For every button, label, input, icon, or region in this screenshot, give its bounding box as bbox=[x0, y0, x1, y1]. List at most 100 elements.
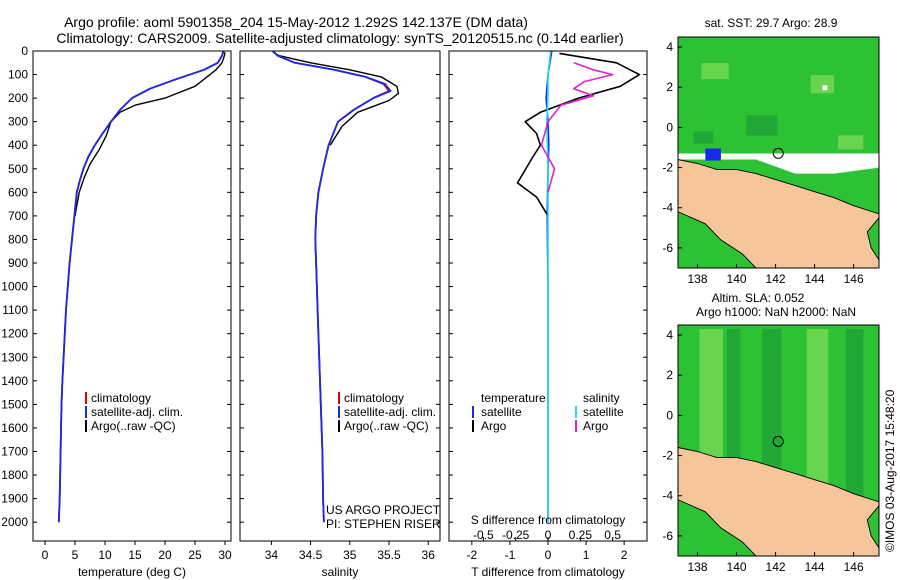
temperature-ytick-label: 600 bbox=[8, 185, 28, 199]
temperature-xlabel: temperature (deg C) bbox=[78, 565, 186, 579]
temperature-ytick-label: 0 bbox=[21, 44, 28, 58]
temperature-xtick-label: 5 bbox=[72, 548, 79, 562]
sst-map-ytick-label: -6 bbox=[662, 241, 673, 255]
sst-map-xtick-label: 142 bbox=[766, 272, 786, 286]
sla-map-xtick-label: 142 bbox=[766, 560, 786, 574]
temperature-ytick-label: 1800 bbox=[1, 468, 28, 482]
sst-map-texture-patch bbox=[838, 135, 864, 150]
temperature-panel: 0100200300400500600700800900100011001200… bbox=[1, 44, 232, 579]
difference-legend-t-argo: Argo bbox=[481, 419, 507, 433]
sla-map-ytick-label: 0 bbox=[666, 408, 673, 422]
temperature-xtick-label: 30 bbox=[218, 548, 232, 562]
temperature-ytick-label: 500 bbox=[8, 162, 28, 176]
sla-map-ytick-label: -6 bbox=[662, 529, 673, 543]
temperature-frame bbox=[32, 50, 232, 542]
sla-map-title: Altim. SLA: 0.052 bbox=[712, 291, 805, 305]
salinity-legend-climatology: climatology bbox=[344, 391, 404, 405]
difference-xtick-top-label: 0.5 bbox=[604, 528, 621, 542]
sla-map-subtitle: Argo h1000: NaN h2000: NaN bbox=[696, 305, 856, 319]
difference-plot-area bbox=[516, 50, 641, 523]
difference-legend-salinity-header: salinity bbox=[583, 391, 620, 405]
difference-xtick-label: 1 bbox=[583, 548, 590, 562]
temperature-ytick-label: 1000 bbox=[1, 280, 28, 294]
sla-map-ytick-label: 2 bbox=[666, 368, 673, 382]
salinity-xtick-label: 34 bbox=[265, 548, 279, 562]
sst-map-cold-patch bbox=[705, 148, 721, 161]
salinity-series-climatology bbox=[272, 50, 390, 523]
temperature-ytick-label: 1500 bbox=[1, 397, 28, 411]
temperature-xtick-label: 0 bbox=[42, 548, 49, 562]
temperature-xtick-label: 20 bbox=[158, 548, 172, 562]
difference-panel: -2 -1 0 1 2 -0.5 -0.25 0 0.25 0.5 temperature sal… bbox=[448, 50, 648, 579]
temperature-series-argo-raw-qc- bbox=[74, 52, 226, 217]
project-credit: US ARGO PROJECT bbox=[326, 503, 441, 517]
difference-xlabel-top: S difference from climatology bbox=[471, 513, 626, 527]
salinity-xlabel: salinity bbox=[322, 565, 359, 579]
difference-xtick-label: 0 bbox=[545, 548, 552, 562]
sla-map-axes: 138 140 142 144 146 4 2 0 -2 -4 -6 bbox=[662, 328, 864, 574]
difference-xtick-label: -1 bbox=[505, 548, 516, 562]
salinity-panel: 34 34.5 35 35.5 36 climatology satellite-adj… bbox=[239, 50, 441, 579]
temperature-axes: 0100200300400500600700800900100011001200… bbox=[1, 44, 232, 562]
difference-xtick-top-label: -0.25 bbox=[502, 528, 530, 542]
sla-map-panel: Altim. SLA: 0.052 Argo h1000: NaN h2000:… bbox=[662, 291, 880, 574]
sst-map-ytick-label: -4 bbox=[662, 201, 673, 215]
sst-map-texture-patch bbox=[746, 115, 778, 136]
sst-map-xtick-label: 138 bbox=[687, 272, 707, 286]
difference-legend-s-satellite: satellite bbox=[583, 405, 624, 419]
salinity-legend: climatology satellite-adj. clim. Argo(..… bbox=[338, 391, 436, 433]
temperature-ytick-label: 1600 bbox=[1, 421, 28, 435]
temperature-ytick-label: 2000 bbox=[1, 515, 28, 529]
temperature-series-satellite-adj-clim- bbox=[57, 50, 225, 523]
difference-xtick-top-label: 0.25 bbox=[569, 528, 593, 542]
difference-xtick-label: -2 bbox=[467, 548, 478, 562]
sla-map-xtick-label: 146 bbox=[844, 560, 864, 574]
salinity-frame bbox=[239, 50, 441, 542]
sla-map-xtick-label: 140 bbox=[727, 560, 747, 574]
difference-series-s-argo bbox=[540, 62, 614, 193]
sst-map-xtick-label: 146 bbox=[844, 272, 864, 286]
sst-map-panel: sat. SST: 29.7 Argo: 28.9 138 140 142 144 14… bbox=[662, 16, 880, 286]
sla-map-area bbox=[677, 325, 880, 557]
sla-map-frame bbox=[677, 324, 880, 557]
imos-timestamp: ©IMOS 03-Aug-2017 15:48:20 bbox=[883, 389, 897, 552]
temperature-ytick-label: 300 bbox=[8, 115, 28, 129]
sst-map-masked-pixel bbox=[822, 85, 828, 91]
difference-series-s-satellite bbox=[545, 50, 552, 523]
temperature-series-climatology bbox=[57, 50, 225, 523]
difference-series-t-argo bbox=[516, 52, 641, 217]
salinity-legend-argo: Argo(..raw -QC) bbox=[344, 419, 429, 433]
difference-xlabel: T difference from climatology bbox=[471, 565, 625, 579]
sla-map-ytick-label: -2 bbox=[662, 449, 673, 463]
temperature-ytick-label: 1300 bbox=[1, 350, 28, 364]
temperature-legend-argo: Argo(..raw -QC) bbox=[91, 419, 176, 433]
salinity-legend-satellite: satellite-adj. clim. bbox=[344, 405, 436, 419]
sla-map-float-marker bbox=[772, 435, 784, 447]
salinity-xtick-label: 36 bbox=[422, 548, 436, 562]
sst-map-texture-patch bbox=[810, 75, 835, 94]
sst-map-ytick-label: 0 bbox=[666, 120, 673, 134]
temperature-xtick-label: 15 bbox=[128, 548, 142, 562]
salinity-plot-area bbox=[272, 50, 400, 523]
sla-map-xtick-label: 144 bbox=[805, 560, 825, 574]
temperature-ytick-label: 1700 bbox=[1, 444, 28, 458]
salinity-axes: 34 34.5 35 35.5 36 bbox=[240, 50, 440, 562]
difference-legend: temperature salinity satellite Argo sate… bbox=[472, 391, 624, 433]
sst-map-ytick-label: 2 bbox=[666, 80, 673, 94]
salinity-xtick-label: 35 bbox=[343, 548, 357, 562]
sst-map-xtick-label: 144 bbox=[805, 272, 825, 286]
difference-xtick-label: 2 bbox=[621, 548, 628, 562]
sst-map-title: sat. SST: 29.7 Argo: 28.9 bbox=[705, 16, 838, 30]
difference-axes: -2 -1 0 1 2 -0.5 -0.25 0 0.25 0.5 bbox=[449, 50, 647, 562]
figure-title-line1: Argo profile: aoml 5901358_204 15-May-20… bbox=[64, 14, 528, 30]
difference-xtick-top-label: 0 bbox=[545, 528, 552, 542]
salinity-series-argo-raw-qc- bbox=[272, 51, 400, 146]
sst-map-axes: 138 140 142 144 146 4 2 0 -2 -4 -6 bbox=[662, 40, 864, 286]
difference-frame bbox=[448, 50, 648, 542]
sst-map-area bbox=[677, 37, 880, 269]
sst-map-frame bbox=[677, 36, 880, 269]
temperature-ytick-label: 1200 bbox=[1, 327, 28, 341]
sst-map-ytick-label: 4 bbox=[666, 40, 673, 54]
temperature-legend: climatology satellite-adj. clim. Argo(..… bbox=[85, 391, 183, 433]
difference-xtick-top-label: -0.5 bbox=[473, 528, 494, 542]
